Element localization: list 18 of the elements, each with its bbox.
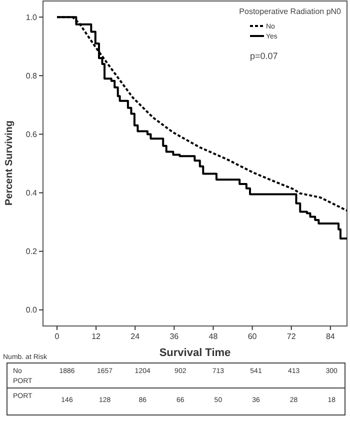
y-axis-title: Percent Surviving	[4, 120, 15, 206]
y-tick-label: 0.2	[26, 247, 38, 256]
x-tick-label: 60	[248, 332, 258, 341]
y-tick-label: 0.0	[26, 306, 38, 315]
x-tick-label: 24	[130, 332, 140, 341]
y-tick-label: 0.6	[26, 130, 38, 140]
legend-title: Postoperative Radiation pN0	[239, 7, 342, 16]
y-tick-label: 1.0	[26, 12, 38, 22]
y-tick-label: 0.4	[26, 188, 38, 198]
x-tick-label: 0	[54, 332, 60, 341]
x-axis-title: Survival Time	[159, 347, 231, 359]
x-tick-label: 12	[92, 332, 102, 341]
x-tick-label: 72	[286, 332, 296, 341]
x-tick-label: 48	[208, 332, 218, 341]
annotation: p=0.07	[250, 51, 278, 61]
x-tick-label: 36	[170, 332, 180, 341]
x-tick-label: 84	[326, 332, 336, 341]
y-tick-label: 0.8	[26, 71, 38, 80]
